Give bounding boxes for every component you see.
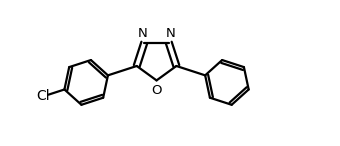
Text: N: N bbox=[138, 27, 148, 40]
Text: N: N bbox=[166, 27, 175, 40]
Text: O: O bbox=[151, 84, 162, 97]
Text: Cl: Cl bbox=[36, 89, 50, 103]
